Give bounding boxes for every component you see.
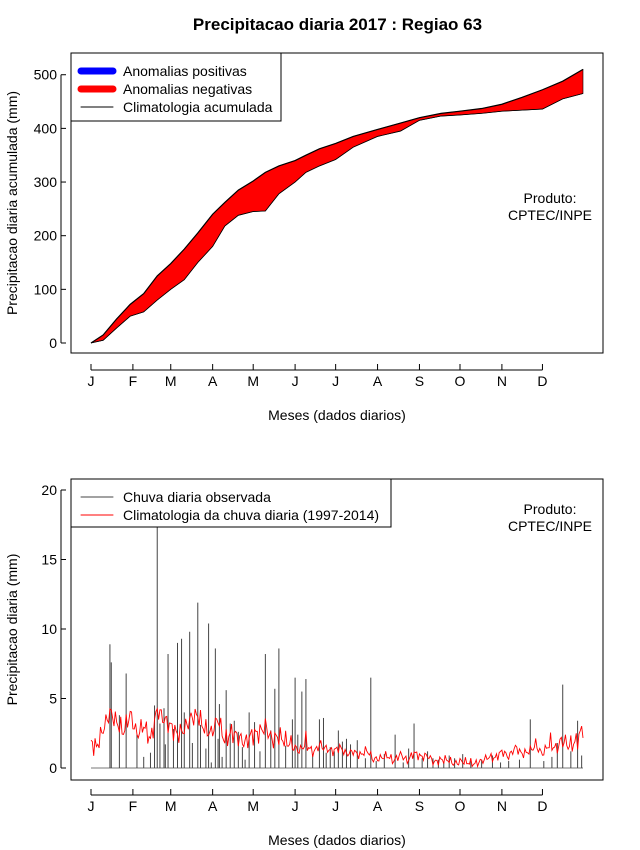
x-tick-label: J [332,373,339,389]
observed-accumulated-line [90,93,584,344]
legend: Anomalias positivas Anomalias negativas Cl… [70,52,282,122]
y-axis-title: Precipitacao diaria (mm) [4,554,20,706]
x-tick-label: A [373,373,383,389]
x-tick-label: S [415,373,424,389]
y-tick-label: 100 [34,281,58,297]
product-annotation: CPTEC/INPE [508,518,592,534]
x-tick-label: M [165,373,177,389]
x-tick-label: A [208,798,218,814]
x-tick-label: J [88,373,95,389]
legend-label: Chuva diaria observada [123,489,271,505]
x-tick-label: A [373,798,383,814]
x-tick-label: M [165,798,177,814]
y-tick-label: 200 [34,228,58,244]
climatology-daily-line [90,707,584,769]
x-tick-label: M [247,798,259,814]
legend-label: Climatologia da chuva diaria (1997-2014) [123,507,379,523]
product-annotation: Produto: [524,190,577,206]
y-tick-label: 0 [49,760,57,776]
legend-label: Anomalias positivas [123,63,247,79]
y-axis-title: Precipitacao diaria acumulada (mm) [4,91,20,315]
x-tick-label: N [497,798,507,814]
product-annotation: Produto: [524,501,577,517]
x-tick-label: O [455,373,466,389]
y-tick-label: 20 [41,482,57,498]
x-tick-label: D [537,373,547,389]
x-tick-label: A [208,373,218,389]
y-tick-label: 400 [34,120,58,136]
x-tick-label: J [88,798,95,814]
x-tick-label: J [292,798,299,814]
y-tick-label: 5 [49,691,57,707]
chart-title: Precipitacao diaria 2017 : Regiao 63 [192,15,483,34]
x-tick-label: D [537,798,547,814]
climatology-accumulated-line [90,68,584,344]
legend-box [70,478,392,528]
x-tick-label: J [332,798,339,814]
x-tick-label: S [415,798,424,814]
x-tick-label: M [247,373,259,389]
legend: Chuva diaria observada Climatologia da ch… [70,478,392,528]
legend-label: Climatologia acumulada [123,99,273,115]
x-tick-label: N [497,373,507,389]
y-tick-label: 15 [41,552,57,568]
x-tick-label: O [455,798,466,814]
product-annotation: CPTEC/INPE [508,207,592,223]
x-tick-label: F [129,373,138,389]
y-tick-label: 500 [34,67,58,83]
y-tick-label: 300 [34,174,58,190]
legend-label: Anomalias negativas [123,81,252,97]
plot-frame [70,52,604,354]
x-axis-title: Meses (dados diarios) [268,832,406,848]
x-tick-label: J [292,373,299,389]
y-tick-label: 0 [49,335,57,351]
y-tick-label: 10 [41,621,57,637]
x-axis-title: Meses (dados diarios) [268,407,406,423]
x-tick-label: F [129,798,138,814]
